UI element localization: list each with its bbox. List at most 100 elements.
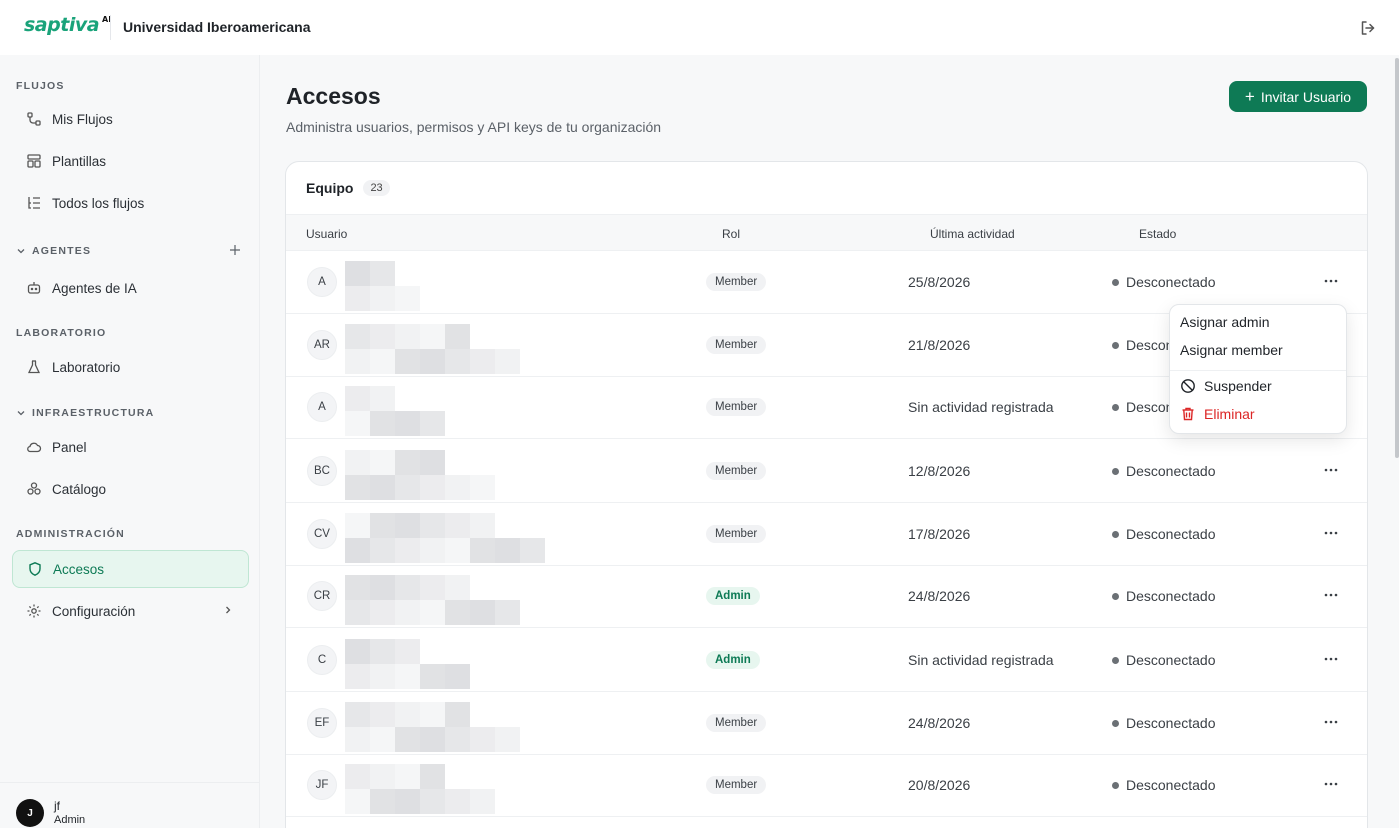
count-badge: 23 [363,180,390,196]
section-infraestructura: INFRAESTRUCTURA [32,407,155,419]
sidebar-item-label: Agentes de IA [52,280,137,296]
status-badge: Desconectado [1112,526,1216,542]
menu-item-assign-admin[interactable]: Asignar admin [1180,314,1270,330]
sidebar-item-catalogo[interactable]: Catálogo [12,470,249,508]
more-actions-icon[interactable] [1322,272,1340,290]
chevron-right-icon [226,606,231,614]
sidebar-item-label: Todos los flujos [52,195,145,211]
role-badge: Member [706,525,767,543]
user-footer[interactable]: J jf Admin [0,782,260,828]
column-header-role[interactable]: Rol [722,227,741,241]
last-activity: 12/8/2026 [908,463,971,479]
workflow-icon [27,112,41,126]
card-title: Equipo [306,180,354,196]
sidebar-item-todos-flujos[interactable]: Todos los flujos [12,184,249,222]
user-name: jf [54,799,60,813]
table-row[interactable]: JF Member 20/8/2026 Desconectado [286,754,1367,817]
team-card: Equipo 23 Usuario Rol Última actividad E… [285,161,1368,828]
redacted-user-details [345,764,595,814]
table-row[interactable]: BC Member 12/8/2026 Desconectado [286,440,1367,503]
flask-icon [27,360,41,374]
more-actions-icon[interactable] [1322,524,1340,542]
table-row[interactable]: EF Member 24/8/2026 Desconectado [286,692,1367,755]
menu-item-suspend[interactable]: Suspender [1180,378,1272,394]
shield-icon [29,562,41,576]
menu-item-delete[interactable]: Eliminar [1180,406,1255,422]
sidebar-item-mis-flujos[interactable]: Mis Flujos [12,100,249,138]
role-badge: Admin [706,587,760,605]
last-activity: 24/8/2026 [908,588,971,604]
logo-superscript: AI [102,15,112,24]
brand-logo[interactable]: saptiva AI [24,14,111,36]
avatar: J [16,799,44,827]
role-badge: Member [706,714,767,732]
status-badge: Desconectado [1112,588,1216,604]
top-divider [110,15,111,40]
avatar: EF [307,708,337,738]
sidebar-item-accesos[interactable]: Accesos [12,550,249,588]
table-row[interactable]: A Member 25/8/2026 Desconectado [286,251,1367,314]
more-actions-icon[interactable] [1322,461,1340,479]
role-badge: Member [706,273,767,291]
avatar: JF [307,770,337,800]
more-actions-icon[interactable] [1322,775,1340,793]
column-header-status[interactable]: Estado [1139,227,1177,241]
status-dot-icon [1112,278,1119,286]
last-activity: 20/8/2026 [908,777,971,793]
last-activity: 17/8/2026 [908,526,971,542]
more-actions-icon[interactable] [1322,586,1340,604]
sidebar-item-label: Plantillas [52,153,107,169]
more-actions-icon[interactable] [1322,713,1340,731]
table-row[interactable]: CR Admin 24/8/2026 Desconectado [286,565,1367,628]
ban-icon [1181,379,1195,393]
section-agentes-toggle[interactable]: AGENTES [16,245,91,257]
menu-item-label: Asignar member [1180,342,1283,358]
more-actions-icon[interactable] [1322,650,1340,668]
sidebar-item-panel[interactable]: Panel [12,428,249,466]
status-dot-icon [1112,530,1119,538]
status-badge: Desconectado [1112,777,1216,793]
menu-item-label: Eliminar [1204,406,1255,422]
sidebar-item-configuracion[interactable]: Configuración [12,592,249,630]
gear-icon [27,604,41,618]
redacted-user-details [345,261,595,311]
add-agent-icon[interactable] [229,244,241,256]
menu-divider [1170,370,1346,371]
last-activity: 25/8/2026 [908,274,971,290]
scrollbar[interactable] [1395,58,1399,458]
avatar: BC [307,456,337,486]
column-header-user[interactable]: Usuario [306,227,348,241]
avatar: A [307,392,337,422]
logout-icon[interactable] [1359,19,1377,37]
table-row[interactable]: C Admin Sin actividad registrada Desconecta… [286,629,1367,692]
sidebar-item-label: Catálogo [52,481,107,497]
section-infraestructura-toggle[interactable]: INFRAESTRUCTURA [16,407,154,419]
sidebar-item-laboratorio[interactable]: Laboratorio [12,348,249,386]
cloud-icon [27,442,42,453]
menu-item-assign-member[interactable]: Asignar member [1180,342,1283,358]
redacted-user-details [345,639,595,689]
table-header: Usuario Rol Última actividad Estado [286,214,1367,251]
invite-user-button[interactable]: + Invitar Usuario [1229,81,1367,112]
role-badge: Member [706,776,767,794]
section-flujos: FLUJOS [16,80,65,92]
status-dot-icon [1112,656,1119,664]
status-label: Desconectado [1126,463,1216,479]
page-subtitle: Administra usuarios, permisos y API keys… [286,119,662,135]
last-activity: Sin actividad registrada [908,399,1054,415]
sidebar-item-agentes-ia[interactable]: Agentes de IA [12,269,249,307]
list-tree-icon [28,197,40,209]
status-dot-icon [1112,467,1119,475]
sidebar-item-label: Accesos [53,561,105,577]
table-row[interactable]: CV Member 17/8/2026 Desconectado [286,503,1367,566]
sidebar-item-plantillas[interactable]: Plantillas [12,142,249,180]
status-dot-icon [1112,781,1119,789]
column-header-activity[interactable]: Última actividad [930,227,1015,241]
sidebar-item-label: Configuración [52,603,136,619]
menu-item-label: Suspender [1204,378,1272,394]
role-badge: Admin [706,651,760,669]
status-badge: Desconectado [1112,652,1216,668]
avatar: CV [307,519,337,549]
status-dot-icon [1112,403,1119,411]
